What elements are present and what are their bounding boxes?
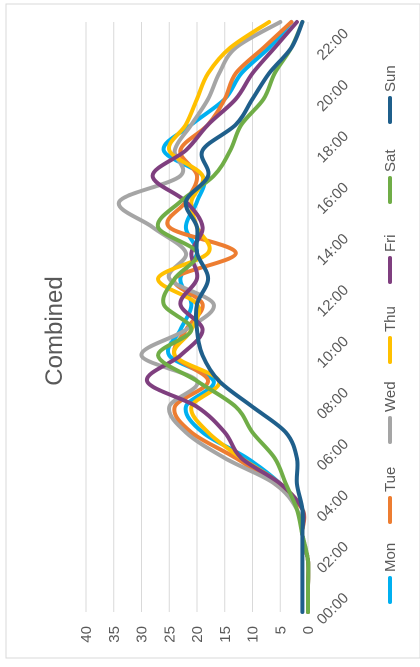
y-tick-labels: 0 5 10 15 20 25 30 35 40 xyxy=(78,626,317,643)
y-tick-label: 15 xyxy=(217,626,234,643)
legend-label: Sun xyxy=(382,65,399,92)
series-line-sun xyxy=(183,20,305,614)
series-line-sat xyxy=(155,20,311,614)
legend-label: Thu xyxy=(382,306,399,332)
y-tick-label: 25 xyxy=(161,626,178,643)
y-tick-label: 35 xyxy=(106,626,123,643)
legend-label: Mon xyxy=(382,543,399,572)
series-lines xyxy=(116,20,311,614)
legend-label: Wed xyxy=(382,381,399,412)
chart-border xyxy=(5,3,420,659)
y-tick-label: 10 xyxy=(245,626,262,643)
y-tick-label: 5 xyxy=(272,626,289,634)
legend-label: Fri xyxy=(382,235,399,253)
chart-title: Combined xyxy=(41,276,68,385)
legend-label: Sat xyxy=(382,149,399,172)
y-tick-label: 40 xyxy=(78,626,95,643)
legend-label: Tue xyxy=(382,467,399,492)
y-tick-label: 30 xyxy=(134,626,151,643)
y-tick-label: 0 xyxy=(300,626,317,634)
y-tick-label: 20 xyxy=(189,626,206,643)
legend: Mon Tue Wed Thu Fri Sat Sun xyxy=(382,65,399,604)
